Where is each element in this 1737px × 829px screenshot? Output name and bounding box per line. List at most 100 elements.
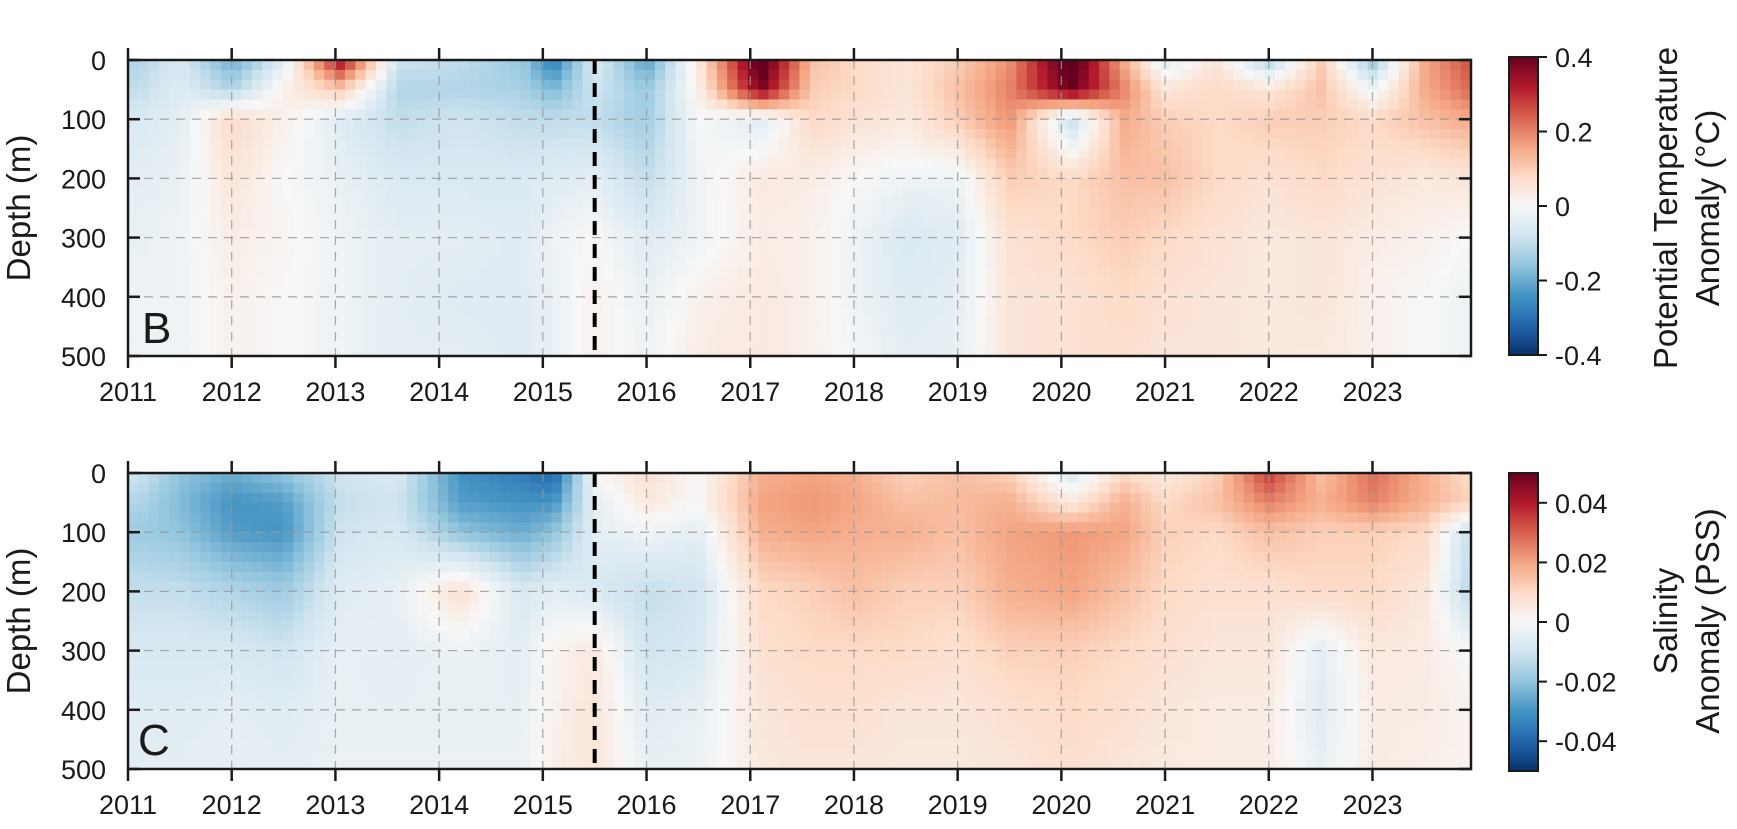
heatmap-cell	[1099, 188, 1110, 198]
heatmap-cell	[531, 238, 542, 248]
heatmap-cell	[428, 307, 439, 317]
heatmap-cell	[283, 178, 294, 188]
heatmap-cell	[386, 129, 397, 139]
heatmap-cell	[376, 178, 387, 188]
heatmap-cell	[469, 247, 480, 257]
heatmap-cell	[169, 109, 180, 119]
x-tick-label: 2011	[99, 377, 157, 407]
heatmap-cell	[231, 297, 242, 307]
heatmap-cell	[1223, 522, 1234, 532]
heatmap-cell	[861, 70, 872, 80]
heatmap-cell	[820, 307, 831, 317]
heatmap-cell	[562, 483, 573, 493]
heatmap-cell	[180, 149, 191, 159]
heatmap-cell	[1399, 317, 1410, 327]
heatmap-cell	[686, 159, 697, 169]
heatmap-cell	[1326, 317, 1337, 327]
heatmap-cell	[128, 119, 139, 129]
heatmap-cell	[231, 326, 242, 336]
heatmap-cell	[1171, 218, 1182, 228]
heatmap-cell	[366, 336, 377, 346]
heatmap-cell	[366, 326, 377, 336]
heatmap-cell	[717, 483, 728, 493]
heatmap-cell	[614, 218, 625, 228]
heatmap-cell	[861, 257, 872, 267]
heatmap-cell	[603, 277, 614, 287]
heatmap-cell	[221, 228, 232, 238]
heatmap-cell	[490, 522, 501, 532]
heatmap-cell	[1347, 198, 1358, 208]
heatmap-cell	[428, 473, 439, 483]
heatmap-cell	[1399, 287, 1410, 297]
heatmap-cell	[1409, 336, 1420, 346]
heatmap-cell	[1316, 493, 1327, 503]
heatmap-cell	[169, 99, 180, 109]
heatmap-cell	[252, 188, 263, 198]
heatmap-cell	[1213, 277, 1224, 287]
heatmap-cell	[128, 277, 139, 287]
heatmap-cell	[355, 109, 366, 119]
heatmap-cell	[634, 90, 645, 100]
heatmap-cell	[676, 188, 687, 198]
heatmap-cell	[1347, 178, 1358, 188]
heatmap-cell	[830, 159, 841, 169]
heatmap-cell	[603, 522, 614, 532]
heatmap-cell	[944, 287, 955, 297]
heatmap-cell	[1409, 277, 1420, 287]
heatmap-cell	[128, 297, 139, 307]
heatmap-cell	[1202, 503, 1213, 513]
heatmap-cell	[1068, 307, 1079, 317]
heatmap-cell	[1120, 228, 1131, 238]
heatmap-cell	[1068, 297, 1079, 307]
heatmap-cell	[882, 483, 893, 493]
heatmap-cell	[1337, 317, 1348, 327]
heatmap-cell	[624, 228, 635, 238]
heatmap-cell	[324, 90, 335, 100]
heatmap-cell	[428, 149, 439, 159]
heatmap-cell	[944, 139, 955, 149]
heatmap-cell	[1430, 228, 1441, 238]
heatmap-cell	[304, 119, 315, 129]
heatmap-cell	[1295, 99, 1306, 109]
heatmap-cell	[1202, 70, 1213, 80]
heatmap-cell	[975, 99, 986, 109]
heatmap-cell	[1368, 297, 1379, 307]
heatmap-cell	[304, 326, 315, 336]
heatmap-cell	[1182, 532, 1193, 542]
heatmap-cell	[366, 512, 377, 522]
heatmap-cell	[1192, 336, 1203, 346]
heatmap-cell	[779, 307, 790, 317]
heatmap-cell	[810, 188, 821, 198]
heatmap-cell	[1430, 188, 1441, 198]
heatmap-cell	[769, 522, 780, 532]
heatmap-cell	[810, 267, 821, 277]
heatmap-cell	[138, 267, 149, 277]
heatmap-cell	[903, 169, 914, 179]
heatmap-cell	[448, 483, 459, 493]
heatmap-cell	[686, 119, 697, 129]
heatmap-cell	[738, 267, 749, 277]
heatmap-cell	[789, 483, 800, 493]
heatmap-cell	[128, 473, 139, 483]
heatmap-cell	[1430, 483, 1441, 493]
heatmap-cell	[810, 493, 821, 503]
heatmap-cell	[1027, 139, 1038, 149]
heatmap-cell	[1409, 238, 1420, 248]
heatmap-cell	[717, 326, 728, 336]
heatmap-cell	[758, 473, 769, 483]
heatmap-cell	[1099, 297, 1110, 307]
heatmap-cell	[262, 70, 273, 80]
heatmap-cell	[1140, 277, 1151, 287]
heatmap-cell	[510, 336, 521, 346]
heatmap-cell	[479, 247, 490, 257]
heatmap-cell	[428, 287, 439, 297]
heatmap-cell	[355, 297, 366, 307]
heatmap-cell	[800, 532, 811, 542]
heatmap-cell	[1192, 178, 1203, 188]
heatmap-cell	[583, 149, 594, 159]
heatmap-cell	[1058, 119, 1069, 129]
heatmap-cell	[500, 178, 511, 188]
heatmap-cell	[448, 532, 459, 542]
heatmap-cell	[242, 119, 253, 129]
heatmap-cell	[676, 99, 687, 109]
